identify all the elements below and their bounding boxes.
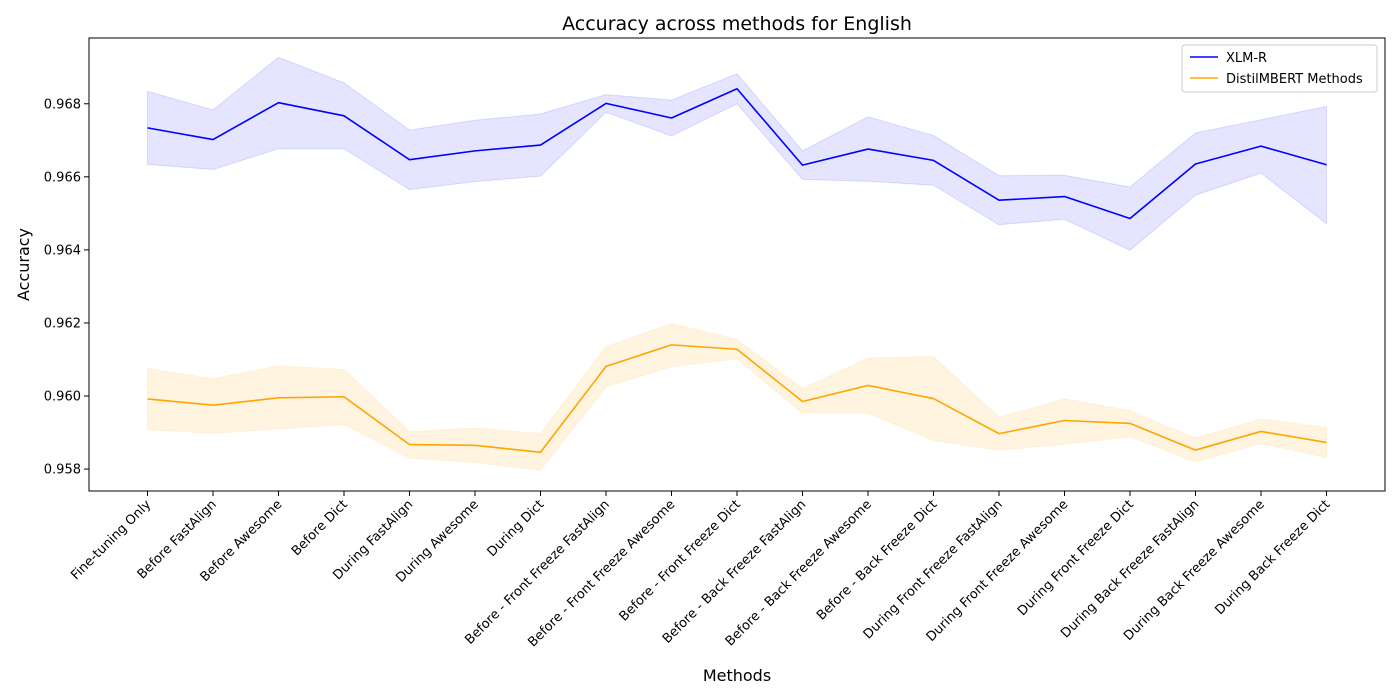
confidence-band-distilmbert <box>147 323 1327 471</box>
y-tick-label: 0.968 <box>44 97 81 112</box>
confidence-bands <box>147 56 1327 471</box>
chart-title: Accuracy across methods for English <box>562 13 912 35</box>
x-tick-label: Before - Back Freeze Dict <box>814 497 940 623</box>
confidence-band-xlm-r <box>147 56 1327 251</box>
series-line-xlm-r <box>147 87 1327 220</box>
legend-box <box>1181 44 1378 93</box>
x-tick-label: During Dict <box>485 497 548 560</box>
y-axis: 0.958 0.960 0.962 0.964 0.966 0.968 <box>44 97 89 478</box>
x-tick-label: During Front Freeze Awesome <box>924 497 1072 645</box>
x-tick-label: Before Dict <box>289 497 351 559</box>
x-tick-label: During Back Freeze FastAlign <box>1058 497 1202 641</box>
x-tick-label: Before - Front Freeze FastAlign <box>462 497 612 647</box>
y-tick-label: 0.958 <box>44 463 81 478</box>
x-axis-title: Methods <box>703 666 771 685</box>
x-tick-label: Before - Front Freeze Dict <box>617 497 744 624</box>
x-tick-label: Before - Back Freeze Awesome <box>723 497 875 649</box>
legend-label-distilmbert: DistilMBERT Methods <box>1226 72 1363 87</box>
y-tick-label: 0.964 <box>44 243 81 258</box>
x-tick-label: Before - Back Freeze FastAlign <box>660 497 809 646</box>
legend: XLM-R DistilMBERT Methods <box>1181 44 1378 93</box>
x-tick-label: During Back Freeze Awesome <box>1121 497 1268 644</box>
x-tick-label: During Back Freeze Dict <box>1212 497 1333 618</box>
legend-label-xlm-r: XLM-R <box>1226 51 1267 66</box>
x-tick-label: During Front Freeze FastAlign <box>861 497 1006 642</box>
x-tick-label: During Front Freeze Dict <box>1015 497 1137 619</box>
y-tick-label: 0.960 <box>44 390 81 405</box>
y-tick-label: 0.962 <box>44 316 81 331</box>
y-axis-title: Accuracy <box>14 228 33 301</box>
series-line-distilmbert <box>147 344 1327 454</box>
y-tick-label: 0.966 <box>44 170 81 185</box>
series-lines <box>147 87 1327 454</box>
